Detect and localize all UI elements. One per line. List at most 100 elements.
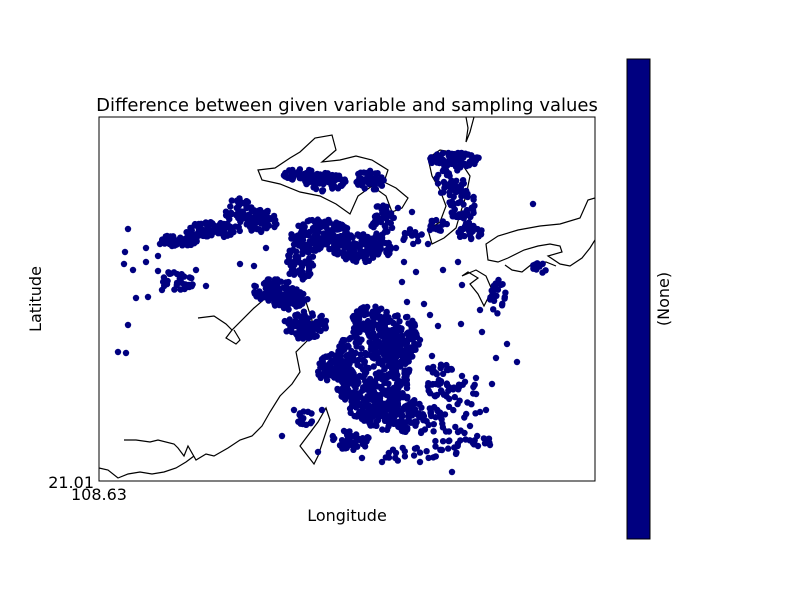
chart-title: Difference between given variable and sa…: [96, 95, 598, 116]
scatter-point: [431, 392, 438, 399]
scatter-point: [445, 437, 452, 445]
scatter-point: [445, 445, 452, 452]
scatter-point: [412, 268, 420, 276]
scatter-point: [280, 304, 288, 312]
colorbar: (None): [626, 58, 673, 540]
scatter-point: [288, 290, 296, 297]
scatter-point: [432, 437, 439, 445]
scatter-point: [360, 408, 367, 416]
scatter-point: [278, 432, 286, 440]
scatter-point: [401, 229, 409, 237]
scatter-point: [439, 420, 446, 427]
scatter-point: [370, 363, 377, 370]
scatter-point: [340, 345, 347, 352]
scatter-point: [129, 266, 137, 274]
scatter-point: [410, 240, 417, 248]
scatter-point: [486, 441, 494, 449]
scatter-point: [156, 240, 164, 248]
scatter-point: [358, 345, 365, 352]
scatter-point: [294, 241, 301, 248]
scatter-point: [278, 292, 285, 300]
scatter-point: [533, 266, 540, 273]
scatter-point: [385, 454, 393, 461]
scatter-point: [411, 445, 419, 452]
scatter-point: [353, 178, 360, 186]
scatter-point: [421, 426, 429, 433]
scatter-point: [455, 386, 462, 393]
scatter-point: [463, 187, 470, 195]
scatter-point: [464, 193, 471, 201]
scatter-point: [359, 435, 366, 442]
scatter-point: [437, 380, 444, 387]
scatter-point: [463, 410, 470, 418]
scatter-point: [328, 359, 335, 367]
scatter-point: [446, 152, 453, 160]
scatter-point: [122, 349, 130, 357]
scatter-point: [450, 193, 457, 200]
scatter-point: [307, 420, 314, 427]
coastline-east: [485, 197, 595, 267]
scatter-point: [403, 298, 411, 306]
scatter-point: [448, 186, 455, 194]
scatter-point: [464, 211, 471, 219]
scatter-point: [326, 219, 333, 226]
scatter-point: [354, 231, 361, 238]
scatter-point: [364, 434, 371, 441]
scatter-point: [239, 209, 246, 216]
scatter-point: [314, 448, 322, 456]
scatter-point: [420, 300, 428, 308]
scatter-points: [114, 149, 549, 476]
scatter-point: [368, 222, 375, 230]
scatter-point: [374, 218, 381, 226]
scatter-point: [488, 287, 495, 294]
scatter-point: [440, 166, 448, 173]
scatter-point: [377, 398, 384, 406]
scatter-point: [246, 220, 253, 228]
scatter-point: [114, 348, 122, 356]
scatter-point: [437, 189, 445, 196]
scatter-point: [366, 375, 374, 383]
scatter-point: [329, 245, 336, 252]
scatter-point: [300, 241, 307, 248]
scatter-point: [360, 356, 367, 364]
scatter-point: [388, 357, 396, 365]
scatter-point: [261, 290, 268, 297]
scatter-point: [357, 351, 364, 358]
scatter-point: [338, 386, 346, 393]
scatter-point: [298, 263, 306, 270]
scatter-point: [349, 439, 356, 446]
scatter-point: [345, 375, 353, 382]
scatter-point: [445, 428, 453, 435]
scatter-point: [415, 400, 423, 408]
scatter-point: [384, 401, 391, 408]
scatter-point: [490, 306, 497, 313]
scatter-point: [192, 266, 200, 274]
scatter-point: [458, 281, 466, 289]
scatter-point: [426, 311, 434, 319]
scatter-point: [397, 325, 404, 332]
scatter-point: [269, 283, 276, 290]
scatter-point: [432, 453, 439, 460]
scatter-point: [452, 450, 460, 458]
scatter-point: [375, 359, 382, 367]
scatter-point: [209, 220, 216, 227]
scatter-point: [338, 437, 346, 444]
scatter-point: [289, 285, 296, 292]
scatter-point: [408, 208, 416, 216]
scatter-point: [361, 185, 368, 192]
scatter-point: [392, 244, 400, 252]
scatter-point: [309, 327, 316, 334]
scatter-point: [494, 286, 502, 293]
scatter-point: [411, 322, 419, 329]
scatter-point: [408, 232, 416, 239]
scatter-point: [132, 294, 140, 302]
scatter-point: [318, 406, 326, 414]
scatter-point: [347, 409, 354, 417]
scatter-point: [236, 260, 244, 268]
scatter-point: [458, 193, 465, 200]
scatter-point: [316, 171, 324, 178]
scatter-point: [318, 312, 325, 320]
scatter-point: [244, 198, 252, 206]
scatter-point: [350, 382, 358, 389]
scatter-point: [248, 204, 255, 211]
